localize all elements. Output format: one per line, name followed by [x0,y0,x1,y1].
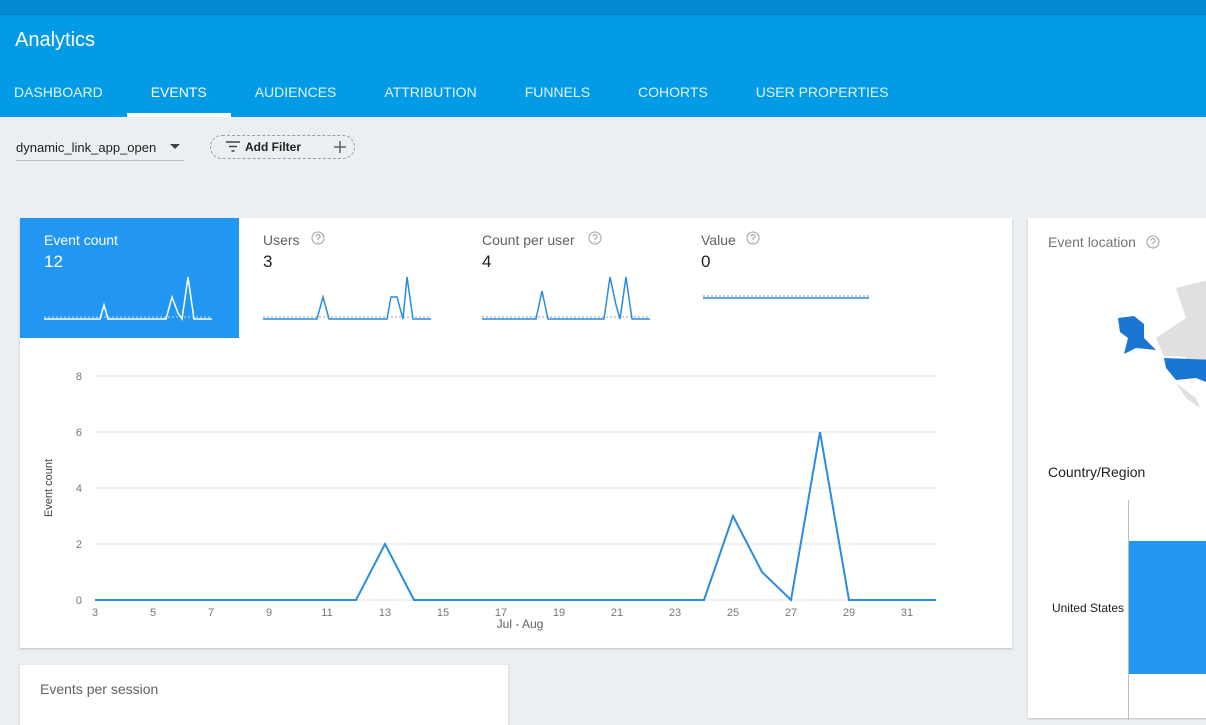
sparkline [482,276,650,320]
sparkline [703,295,869,299]
y-tick-label: 4 [76,483,82,495]
x-tick-label: 15 [437,607,449,619]
metric-label: Value [701,232,736,248]
event-dropdown[interactable]: dynamic_link_app_open [16,138,184,161]
sparkline [44,276,212,322]
app-title: Analytics [15,29,96,51]
x-tick-label: 11 [321,607,332,619]
event-count-chart: Jul - Aug Event count 0 2 4 6 8 3 5 7 9 11 13 15 17 1… [43,371,937,631]
x-tick-label: 13 [379,607,391,619]
nav-tab[interactable]: EVENTS [126,84,231,117]
country-title: Country/Region [1048,464,1146,480]
x-tick-label: 9 [266,607,272,619]
add-filter[interactable]: Add Filter [210,135,355,159]
nav-tabs: DASHBOARD EVENTS AUDIENCES ATTRIBUTION FUNNE… [0,84,913,117]
x-tick-label: 29 [843,607,855,619]
y-tick-label: 8 [76,371,82,383]
country-bar [1129,541,1206,674]
add-filter-label: Add Filter [245,140,301,154]
metric-tab[interactable]: Users 3 [239,218,458,338]
filter-icon [226,141,240,152]
country-label: United States [1051,601,1124,615]
metric-value: 0 [701,252,711,271]
nav-tab[interactable]: AUDIENCES [254,84,337,100]
dropdown-arrow [170,144,180,149]
nav-tab[interactable]: USER PROPERTIES [755,84,889,100]
metric-label: Event count [44,232,118,248]
x-tick-label: 19 [553,607,565,619]
sparkline [263,276,431,320]
metric-tab[interactable]: Event count 12 [20,218,239,338]
location-card: Event location Country/Region United Sta… [1028,218,1206,720]
help-icon [746,231,760,245]
metric-value: 4 [482,252,492,271]
x-tick-label: 3 [92,607,98,619]
plus-icon [334,141,346,153]
y-tick-label: 0 [76,595,82,607]
world-map [1118,280,1206,408]
x-tick-label: 7 [208,607,214,619]
nav-tab[interactable]: COHORTS [638,84,708,100]
x-tick-label: 31 [901,607,913,619]
metric-label: Count per user [482,232,575,248]
help-icon [588,231,602,245]
app-bar: Analytics DASHBOARD EVENTS AUDIENCES ATTRIB… [0,0,1206,117]
metric-label: Users [263,232,300,248]
help-icon [311,231,325,245]
location-title: Event location [1048,234,1136,250]
x-tick-label: 23 [669,607,681,619]
x-tick-label: 17 [495,607,507,619]
line-series [95,431,936,603]
x-tick-label: 25 [727,607,739,619]
metric-value: 3 [263,252,273,271]
card-title: Events per session [40,681,159,697]
x-tick-label: 27 [785,607,797,619]
help-icon [1146,235,1160,249]
nav-tab[interactable]: ATTRIBUTION [384,84,477,100]
event-name: dynamic_link_app_open [16,140,157,155]
metric-tab[interactable]: Count per user 4 [458,218,677,338]
x-tick-label: 5 [150,607,156,619]
axis-line [1128,500,1129,720]
nav-tab[interactable]: FUNNELS [524,84,591,100]
x-axis-label: Jul - Aug [497,617,544,631]
events-per-session-card: Events per session [20,665,508,725]
y-tick-label: 2 [76,539,82,551]
metric-value: 12 [44,252,63,271]
nav-tab[interactable]: DASHBOARD [14,84,103,100]
top-strip [0,0,1206,15]
y-tick-label: 6 [76,427,82,439]
metric-tab[interactable]: Value 0 [677,218,896,338]
y-axis-label: Event count [43,459,55,517]
x-tick-label: 21 [611,607,623,619]
